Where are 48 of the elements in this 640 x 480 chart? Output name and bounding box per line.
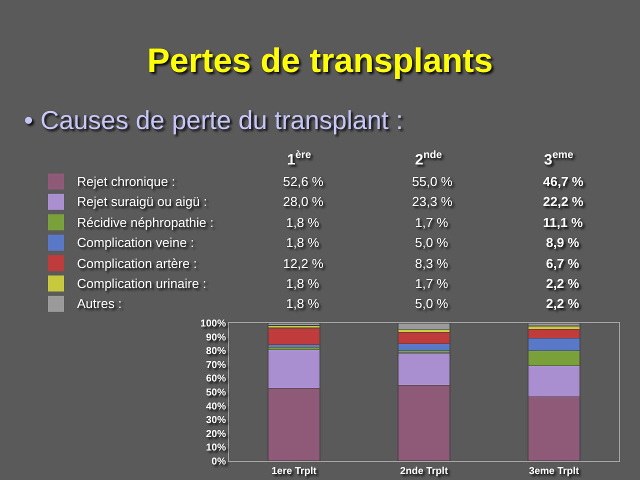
y-tick-label: 60%: [206, 374, 226, 385]
data-label: 23,3 %: [412, 194, 453, 209]
x-tick-label: 1ere Trplt: [271, 466, 318, 477]
data-label: 22,2 %: [543, 194, 584, 209]
data-label: 8,9 %: [546, 235, 580, 250]
y-tick-label: 90%: [206, 332, 226, 344]
chart-title: Pertes de transplants: [147, 42, 493, 80]
y-tick-label: 20%: [206, 428, 226, 440]
data-label: 46,7 %: [543, 174, 584, 189]
legend-label: Autres :: [77, 296, 122, 311]
text: 1$^{ère}$: [287, 149, 312, 168]
data-label: 6,7 %: [546, 256, 580, 271]
data-label: 5,0 %: [415, 235, 449, 250]
data-label: 1,8 %: [286, 296, 320, 311]
y-tick-label: 40%: [206, 401, 226, 412]
y-tick-label: 30%: [206, 415, 226, 426]
y-tick-label: 0%: [212, 456, 226, 468]
legend-label: Complication veine :: [77, 235, 194, 250]
chart-subtitle: • Causes de perte du transplant :: [24, 105, 404, 135]
legend-label: Complication artère :: [77, 256, 197, 271]
legend-label: Rejet suraigü ou aigü :: [77, 194, 208, 209]
data-label: 2,2 %: [546, 296, 580, 311]
data-label: 55,0 %: [412, 174, 453, 189]
y-tick-label: 10%: [206, 442, 226, 454]
data-label: 1,7 %: [415, 276, 449, 291]
y-tick-label: 70%: [206, 360, 226, 371]
data-label: 52,6 %: [283, 174, 324, 189]
bar: [268, 328, 320, 346]
legend-label: Rejet chronique :: [77, 174, 176, 189]
data-label: 1,8 %: [286, 215, 320, 230]
data-label: 2,2 %: [546, 276, 580, 291]
data-label: 28,0 %: [283, 194, 324, 209]
legend-label: Complication urinaire :: [77, 276, 206, 291]
legend-label: Récidive néphropathie :: [77, 215, 214, 230]
text: 2$^{nde}$: [415, 149, 442, 168]
y-tick-label: 80%: [206, 346, 226, 358]
data-label: 8,3 %: [415, 256, 449, 271]
x-tick-label: 2nde Trplt: [400, 466, 449, 477]
y-tick-label: 50%: [206, 388, 226, 398]
y-tick-label: 100%: [200, 318, 226, 330]
data-label: 1,8 %: [286, 235, 320, 250]
text: 3$^{eme}$: [544, 149, 574, 168]
data-label: 1,7 %: [415, 215, 449, 230]
data-label: 11,1 %: [543, 215, 584, 230]
data-label: 5,0 %: [415, 296, 449, 311]
data-label: 1,8 %: [286, 276, 320, 291]
data-label: 12,2 %: [283, 256, 324, 271]
x-tick-label: 3eme Trplt: [528, 466, 580, 477]
